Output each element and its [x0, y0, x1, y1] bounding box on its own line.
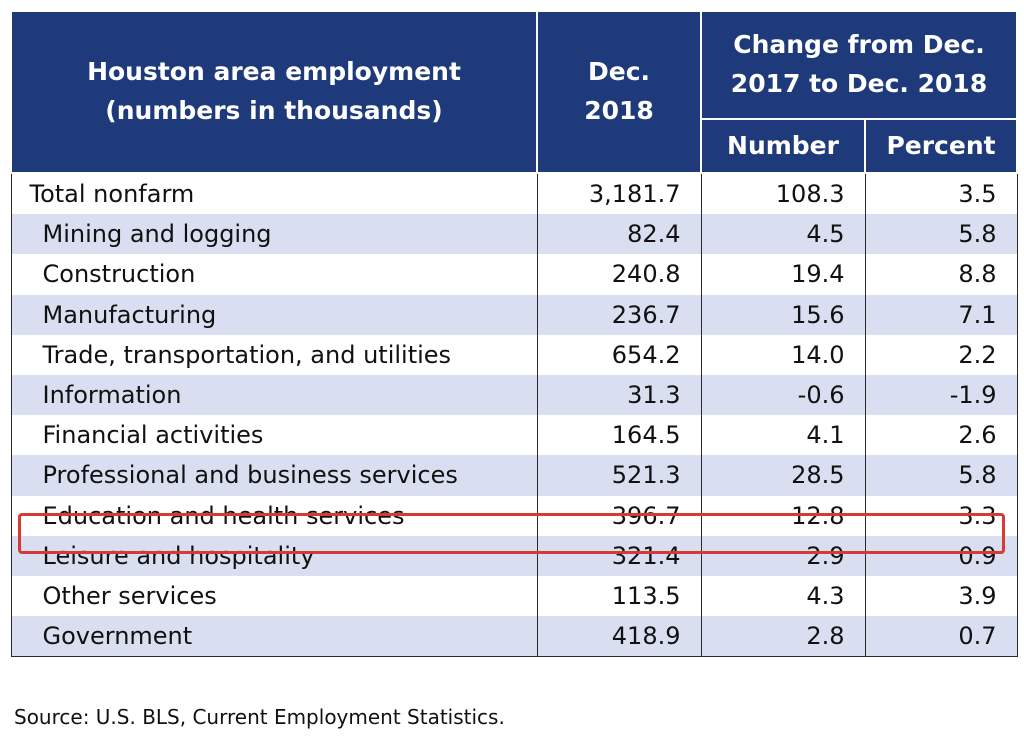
title-line-2: (numbers in thousands)	[105, 96, 443, 125]
table-row: Professional and business services 521.3 2…	[10, 455, 1018, 496]
title-header: Houston area employment (numbers in thou…	[10, 10, 538, 174]
row-label: Leisure and hospitality	[10, 535, 538, 576]
row-label: Construction	[10, 254, 538, 295]
change-percent-value: 3.3	[864, 495, 1018, 536]
dec-2018-header: Dec. 2018	[536, 10, 702, 174]
change-number-value: -0.6	[700, 374, 866, 416]
table-row: Financial activities 164.5 4.1 2.6	[10, 415, 1018, 456]
table-row: Government 418.9 2.8 0.7	[10, 616, 1018, 658]
dec-2018-value: 3,181.7	[536, 173, 702, 215]
change-percent-value: 7.1	[864, 294, 1018, 335]
dec-2018-value: 113.5	[536, 575, 702, 617]
table-row: Construction 240.8 19.4 8.8	[10, 254, 1018, 295]
dec-2018-value: 82.4	[536, 214, 702, 255]
title-line-1: Houston area employment	[87, 57, 461, 87]
change-percent-value: -1.9	[864, 374, 1018, 416]
row-label: Professional and business services	[10, 455, 538, 496]
change-percent-value: 2.6	[864, 415, 1018, 456]
change-percent-value: 2.2	[864, 334, 1018, 375]
dec-2018-value: 654.2	[536, 334, 702, 375]
table-row: Leisure and hospitality 321.4 2.9 0.9	[10, 535, 1018, 576]
row-label: Manufacturing	[10, 294, 538, 335]
dec-2018-value: 396.7	[536, 495, 702, 536]
dec-header-line-2: 2018	[584, 96, 654, 125]
percent-header: Percent	[863, 118, 1019, 174]
row-label: Financial activities	[10, 415, 538, 456]
change-number-value: 108.3	[700, 173, 866, 215]
change-number-value: 4.3	[700, 575, 866, 617]
table-row: Manufacturing 236.7 15.6 7.1	[10, 294, 1018, 335]
source-note: Source: U.S. BLS, Current Employment Sta…	[14, 705, 505, 729]
change-percent-value: 0.7	[864, 616, 1018, 658]
dec-header-line-1: Dec.	[587, 57, 651, 87]
row-label: Education and health services	[10, 495, 538, 536]
dec-2018-value: 240.8	[536, 254, 702, 295]
change-number-value: 12.8	[700, 495, 866, 536]
dec-2018-value: 236.7	[536, 294, 702, 335]
dec-2018-value: 164.5	[536, 415, 702, 456]
row-label: Information	[10, 374, 538, 416]
change-number-value: 2.9	[700, 535, 866, 576]
change-percent-value: 3.9	[864, 575, 1018, 617]
change-number-value: 4.5	[700, 214, 866, 255]
dec-2018-value: 31.3	[536, 374, 702, 416]
change-percent-value: 3.5	[864, 173, 1018, 215]
change-number-value: 4.1	[700, 415, 866, 456]
number-header: Number	[700, 118, 866, 174]
table-row: Trade, transportation, and utilities 654.…	[10, 334, 1018, 375]
change-percent-value: 8.8	[864, 254, 1018, 295]
change-percent-value: 5.8	[864, 214, 1018, 255]
change-number-value: 28.5	[700, 455, 866, 496]
change-percent-value: 5.8	[864, 455, 1018, 496]
row-label: Government	[10, 616, 538, 658]
change-header-line-1: Change from Dec.	[733, 30, 985, 60]
table-row: Total nonfarm 3,181.7 108.3 3.5	[10, 173, 1018, 215]
dec-2018-value: 418.9	[536, 616, 702, 658]
dec-2018-value: 521.3	[536, 455, 702, 496]
change-header: Change from Dec. 2017 to Dec. 2018	[699, 10, 1019, 120]
employment-table: Houston area employment (numbers in thou…	[10, 10, 1019, 658]
change-percent-value: 0.9	[864, 535, 1018, 576]
change-number-value: 15.6	[700, 294, 866, 335]
table-row: Mining and logging 82.4 4.5 5.8	[10, 214, 1018, 255]
row-label: Other services	[10, 575, 538, 617]
change-number-value: 14.0	[700, 334, 866, 375]
table-row: Other services 113.5 4.3 3.9	[10, 575, 1018, 617]
change-number-value: 19.4	[700, 254, 866, 295]
table-body: Total nonfarm 3,181.7 108.3 3.5 Mining and l…	[10, 173, 1018, 658]
table-header: Houston area employment (numbers in thou…	[10, 10, 1019, 174]
row-label: Trade, transportation, and utilities	[10, 334, 538, 375]
change-number-value: 2.8	[700, 616, 866, 658]
row-label: Mining and logging	[10, 214, 538, 255]
table-row: Information 31.3 -0.6 -1.9	[10, 374, 1018, 416]
row-label: Total nonfarm	[10, 173, 538, 215]
change-header-line-2: 2017 to Dec. 2018	[730, 69, 988, 98]
dec-2018-value: 321.4	[536, 535, 702, 576]
table-row: Education and health services 396.7 12.8 3.…	[10, 495, 1018, 536]
